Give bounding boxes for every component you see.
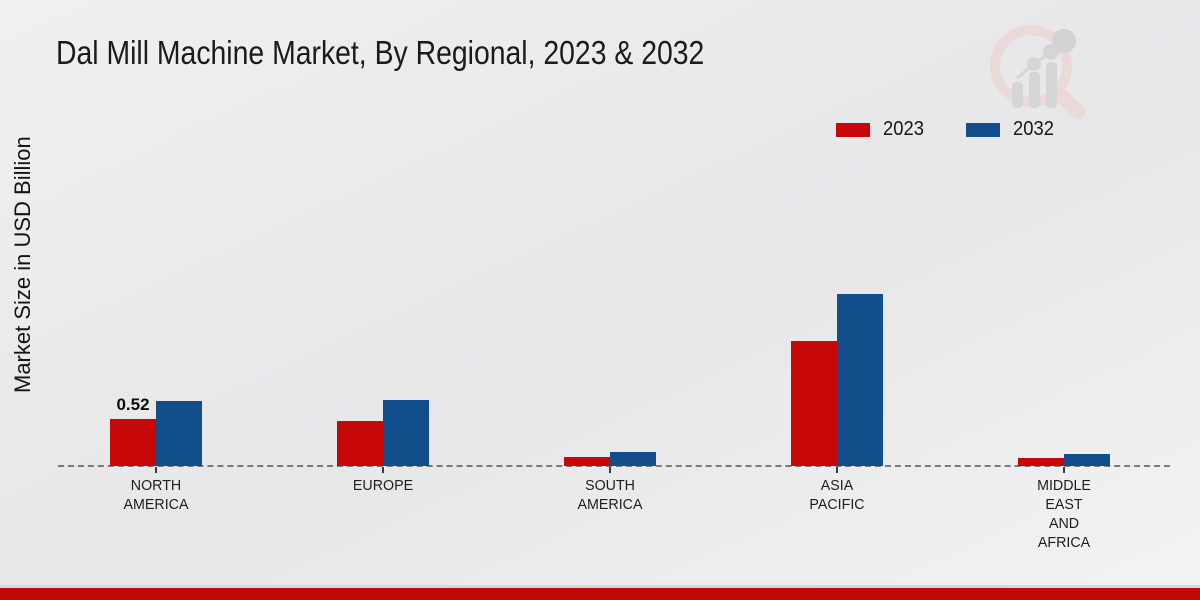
legend-item-2023: 2023 <box>836 118 928 141</box>
chart-title: Dal Mill Machine Market, By Regional, 20… <box>56 34 705 71</box>
x-axis-tick <box>836 467 838 473</box>
x-axis-tick <box>382 467 384 473</box>
y-axis-label: Market Size in USD Billion <box>10 136 35 393</box>
legend-label-2032: 2032 <box>1012 118 1054 140</box>
bar-2032-region-3 <box>837 294 883 466</box>
footer-accent-bar <box>0 585 1200 600</box>
bar-2032-region-1 <box>383 400 429 466</box>
x-axis-category-label: SOUTH AMERICA <box>577 477 643 513</box>
x-axis-category-label: NORTH AMERICA <box>123 477 189 513</box>
bar-value-label: 0.52 <box>116 395 150 414</box>
x-axis-category-label: MIDDLE EAST AND AFRICA <box>1037 477 1091 551</box>
x-axis-tick <box>609 467 611 473</box>
x-axis-category-label: ASIA PACIFIC <box>809 477 865 513</box>
bar-2023-region-3 <box>791 341 837 466</box>
bar-2032-region-4 <box>1064 454 1110 466</box>
bar-2023-region-4 <box>1018 458 1064 466</box>
bar-2032-region-0 <box>156 401 202 466</box>
legend-item-2032: 2032 <box>965 118 1058 141</box>
bar-2023-region-2 <box>564 457 610 466</box>
bar-2023-region-1 <box>337 421 383 466</box>
bar-2023-region-0 <box>110 419 156 466</box>
x-axis-tick <box>1063 467 1065 473</box>
x-axis-tick <box>155 467 157 473</box>
legend-swatch-2032 <box>965 122 1000 137</box>
legend-label-2023: 2023 <box>883 118 924 140</box>
legend-swatch-2023 <box>836 122 870 137</box>
magnifier-bar-chart-watermark-icon <box>990 25 1085 120</box>
legend: 2023 2032 <box>836 118 1057 141</box>
x-axis-category-label: EUROPE <box>352 477 414 494</box>
x-axis-baseline <box>58 465 1170 467</box>
bar-2032-region-2 <box>610 452 656 466</box>
